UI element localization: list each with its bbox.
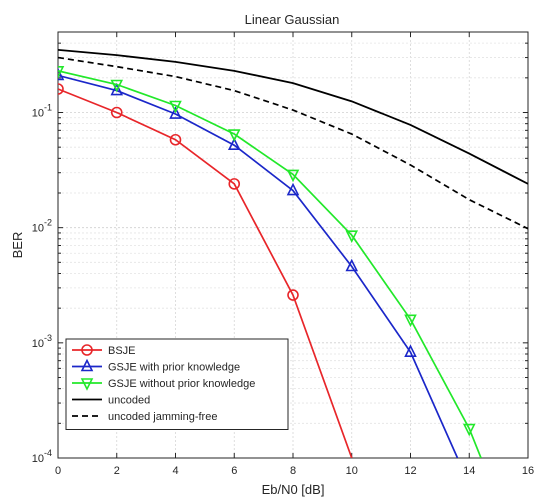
legend-marker xyxy=(80,378,94,391)
chart-title: Linear Gaussian xyxy=(245,12,340,27)
data-point-marker xyxy=(169,100,182,114)
x-tick-label: 4 xyxy=(172,465,178,477)
data-point-marker xyxy=(345,258,359,272)
data-point-marker xyxy=(58,83,64,95)
legend-marker xyxy=(80,358,94,372)
x-tick-label: 2 xyxy=(114,465,120,477)
y-tick-label: 10-4 xyxy=(32,448,52,465)
series-line-0 xyxy=(58,88,353,458)
data-point-marker xyxy=(228,178,241,190)
data-point-marker xyxy=(404,344,417,357)
legend-label: BSJE xyxy=(108,345,136,357)
legend-label: uncoded xyxy=(108,395,150,407)
data-point-marker xyxy=(169,106,182,119)
x-tick-label: 12 xyxy=(404,465,416,477)
data-point-marker xyxy=(227,129,241,142)
axis-ticks: 0 2 4 6 8 10 12 14 16 10-4 10-3 10-2 10-1 xyxy=(32,31,534,477)
data-point-marker xyxy=(404,314,417,328)
y-tick-label: 10-3 xyxy=(32,333,52,350)
data-point-marker xyxy=(58,67,65,81)
series-line-2 xyxy=(58,70,482,458)
legend-label: GSJE with prior knowledge xyxy=(108,362,240,374)
x-tick-label: 6 xyxy=(231,465,237,477)
x-axis-label: Eb/N0 [dB] xyxy=(262,482,325,497)
y-axis-label: BER xyxy=(10,232,25,259)
legend-label: uncoded jamming-free xyxy=(108,411,217,423)
data-point-marker xyxy=(345,230,359,243)
data-point-marker xyxy=(110,79,124,93)
y-tick-label: 10-2 xyxy=(32,218,52,235)
legend-label: GSJE without prior knowledge xyxy=(108,378,255,390)
legend-marker xyxy=(81,344,93,356)
data-point-marker xyxy=(110,82,124,96)
x-tick-label: 16 xyxy=(522,465,534,477)
legend-box xyxy=(65,338,289,430)
data-point-marker xyxy=(287,289,299,301)
series-clip-group xyxy=(58,48,528,458)
x-tick-label: 14 xyxy=(463,465,475,477)
data-point-marker xyxy=(169,133,182,146)
x-tick-label: 0 xyxy=(55,465,61,477)
series-line-4 xyxy=(58,56,528,230)
data-point-marker xyxy=(286,169,300,183)
x-tick-label: 8 xyxy=(290,465,296,477)
legend: BSJE GSJE with prior knowledge GSJE withou… xyxy=(65,338,289,430)
data-point-marker xyxy=(462,423,476,437)
series-line-3 xyxy=(58,48,528,185)
x-tick-label: 10 xyxy=(346,465,358,477)
data-point-marker xyxy=(58,66,65,79)
data-point-marker xyxy=(110,106,123,119)
data-point-marker xyxy=(286,182,300,196)
data-point-marker xyxy=(227,137,241,151)
series-layer xyxy=(58,48,528,458)
y-tick-label: 10-1 xyxy=(32,102,52,119)
series-line-1 xyxy=(58,74,459,458)
